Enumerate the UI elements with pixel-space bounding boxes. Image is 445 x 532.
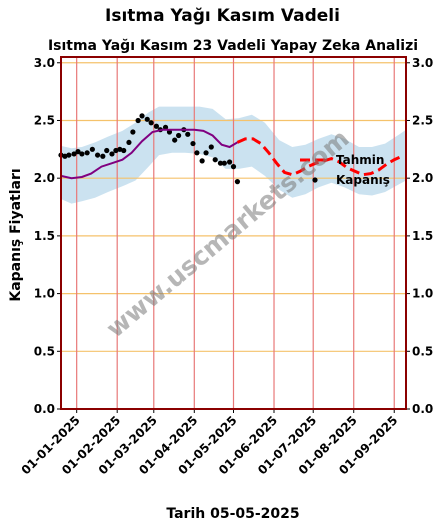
close-point xyxy=(121,147,127,154)
y-tick-label: 0.5 xyxy=(34,344,55,358)
close-point xyxy=(113,147,119,154)
close-point xyxy=(66,152,72,158)
close-point xyxy=(176,132,182,139)
close-point xyxy=(203,150,209,156)
close-point xyxy=(172,137,178,143)
close-point xyxy=(130,129,136,135)
y-tick-label-right: 3.0 xyxy=(412,56,433,70)
close-point xyxy=(185,131,191,137)
y-tick-label: 2.5 xyxy=(34,113,55,127)
close-point xyxy=(194,150,200,156)
y-tick-label: 3.0 xyxy=(34,56,55,70)
y-tick-label-right: 0.0 xyxy=(412,402,433,416)
legend: Tahmin Kapanış xyxy=(300,153,390,187)
close-point xyxy=(217,160,224,166)
forecast-line xyxy=(236,137,403,177)
close-point xyxy=(199,158,205,164)
close-point xyxy=(89,146,95,152)
close-point xyxy=(75,149,81,155)
plot-frame xyxy=(60,56,407,410)
close-point xyxy=(212,157,218,163)
close-point xyxy=(109,151,115,157)
close-point xyxy=(153,123,159,129)
chart-title: Isıtma Yağı Kasım 23 Vadeli Yapay Zeka A… xyxy=(48,38,418,54)
plot-area: 0.0 0.0 0.5 0.5 1.0 1.0 1.5 1.5 2.0 2.0 2.5 2.5 3.0 3… xyxy=(19,56,434,478)
trend-line xyxy=(60,128,238,180)
close-point xyxy=(144,116,150,122)
close-point xyxy=(126,139,132,146)
y-tick-label: 0.0 xyxy=(34,402,55,416)
figure-title: Isıtma Yağı Kasım Vadeli xyxy=(105,6,340,26)
y-tick-label: 1.5 xyxy=(34,229,55,243)
close-point xyxy=(62,153,68,159)
close-point xyxy=(135,117,141,124)
y-tick-label: 2.0 xyxy=(34,171,55,185)
close-point xyxy=(208,144,214,150)
close-point xyxy=(139,113,145,119)
legend-label-close: Kapanış xyxy=(336,173,390,187)
close-point xyxy=(94,152,101,158)
close-point xyxy=(230,164,237,170)
y-tick-label-right: 2.0 xyxy=(412,171,433,185)
close-point xyxy=(221,160,227,166)
close-point xyxy=(234,179,241,185)
legend-label-forecast: Tahmin xyxy=(336,153,384,167)
close-point xyxy=(190,140,196,147)
y-tick-label-right: 0.5 xyxy=(412,344,433,358)
legend-swatch-close xyxy=(312,177,318,183)
close-point xyxy=(79,151,85,157)
y-tick-label-right: 2.5 xyxy=(412,113,433,127)
y-axis-label: Kapanış Fiyatları xyxy=(8,168,24,301)
footer-date-label: Tarih 05-05-2025 xyxy=(166,506,300,522)
close-point xyxy=(104,147,110,154)
close-point xyxy=(226,159,233,165)
y-tick-label-right: 1.0 xyxy=(412,287,433,301)
close-point xyxy=(117,146,123,152)
close-point xyxy=(148,120,154,126)
y-tick-label-right: 1.5 xyxy=(412,229,433,243)
close-point xyxy=(166,129,173,135)
close-point xyxy=(84,150,90,156)
y-tick-label: 1.0 xyxy=(34,287,55,301)
close-point xyxy=(71,151,77,157)
close-point xyxy=(100,153,106,159)
